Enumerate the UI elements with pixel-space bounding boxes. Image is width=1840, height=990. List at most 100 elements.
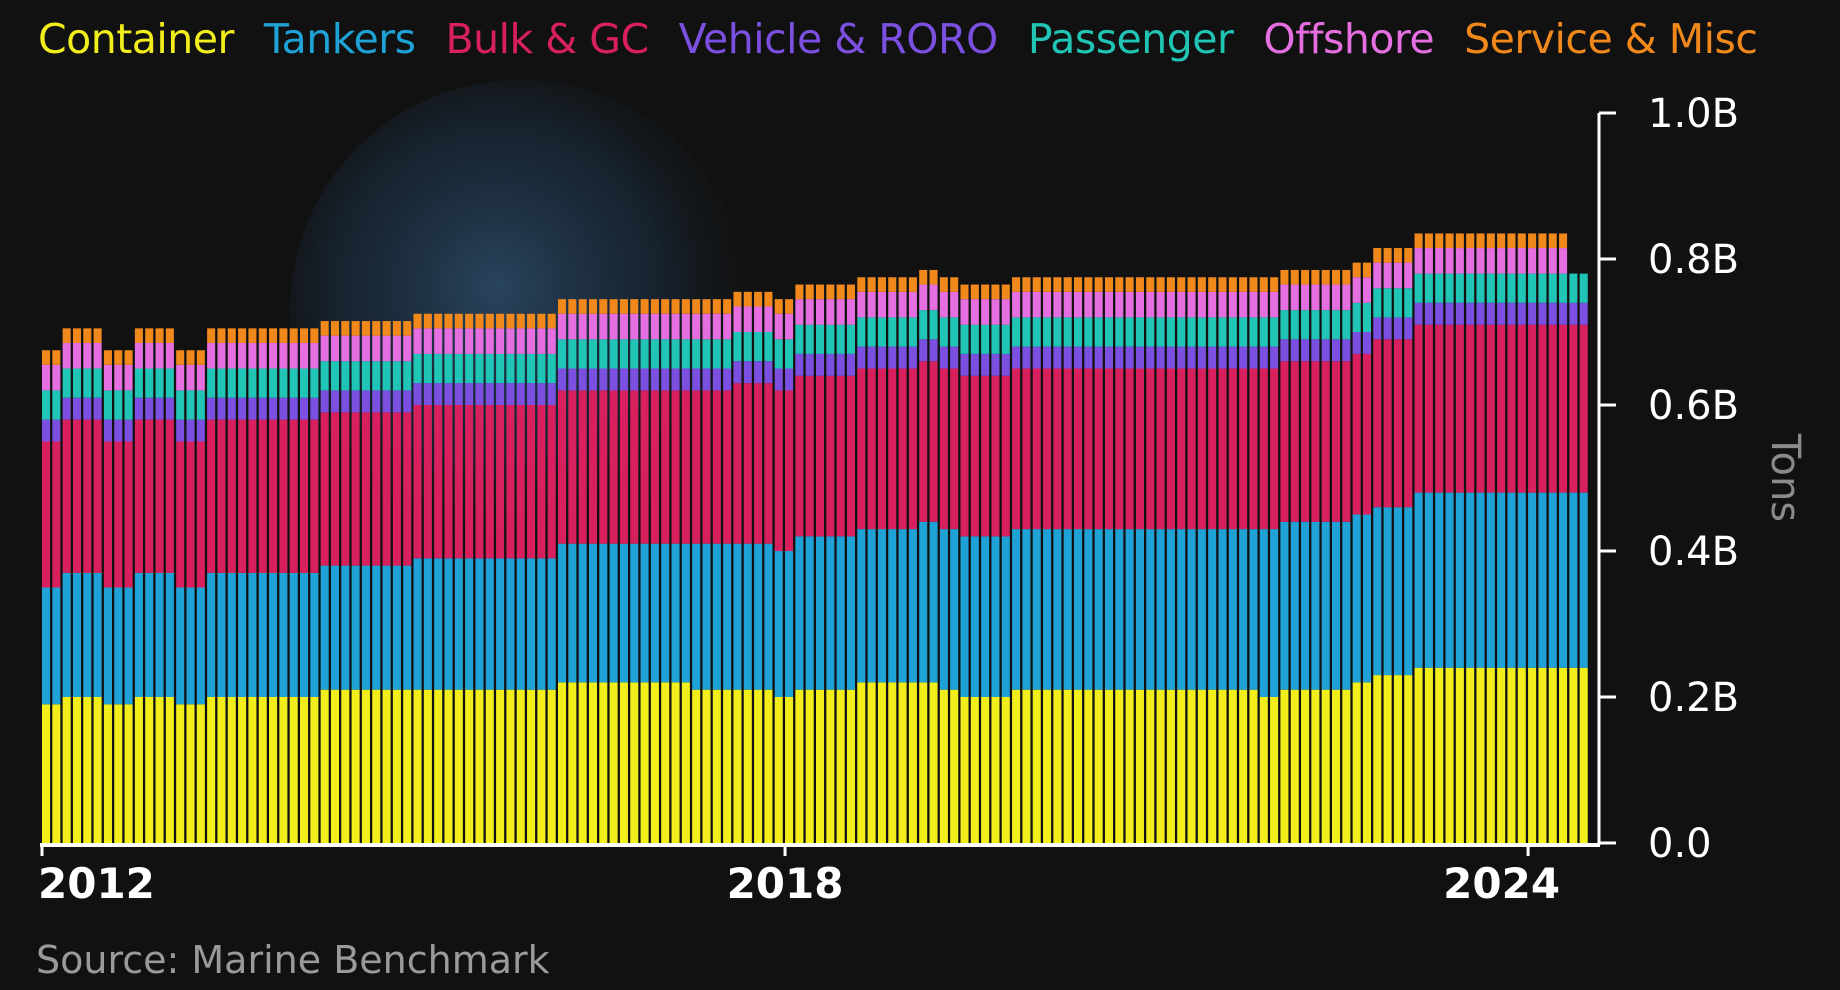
bar-segment bbox=[351, 361, 360, 391]
bar-segment bbox=[919, 682, 928, 843]
bar-segment bbox=[454, 353, 463, 384]
bar-segment bbox=[186, 587, 195, 705]
bar-segment bbox=[1094, 689, 1103, 843]
source-note: Source: Marine Benchmark bbox=[36, 938, 550, 982]
bar-segment bbox=[1063, 346, 1072, 369]
bar-segment bbox=[1393, 317, 1402, 340]
bar-segment bbox=[114, 390, 123, 420]
bar-segment bbox=[1301, 269, 1310, 285]
bar-segment bbox=[403, 689, 412, 843]
bar-segment bbox=[1259, 291, 1268, 318]
bar-segment bbox=[1559, 324, 1568, 493]
bar-segment bbox=[423, 383, 432, 405]
bar-segment bbox=[630, 390, 639, 544]
bar-segment bbox=[805, 284, 814, 300]
bar-segment bbox=[1125, 368, 1134, 530]
bar-segment bbox=[816, 689, 825, 843]
bar-segment bbox=[289, 328, 298, 343]
bar-segment bbox=[413, 689, 422, 843]
bar-segment bbox=[279, 697, 288, 843]
bar-segment bbox=[269, 342, 278, 369]
bar-segment bbox=[165, 368, 174, 398]
bar-segment bbox=[207, 342, 216, 369]
bar-segment bbox=[506, 558, 515, 690]
bar-segment bbox=[1559, 273, 1568, 303]
y-axis-label: Tons bbox=[1762, 433, 1808, 522]
bar-segment bbox=[351, 412, 360, 566]
bar-segment bbox=[692, 368, 701, 391]
bar-segment bbox=[1476, 667, 1485, 843]
bar-segment bbox=[145, 397, 154, 420]
bar-segment bbox=[155, 397, 164, 420]
bar-segment bbox=[227, 397, 236, 420]
bar-segment bbox=[485, 328, 494, 354]
bar-segment bbox=[619, 339, 628, 369]
stacked-bar-chart: 0.0 0.2B 0.4B 0.6B 0.8B 1.0B 2012 2018 2… bbox=[38, 80, 1808, 908]
bar-segment bbox=[568, 299, 577, 314]
bar-segment bbox=[434, 558, 443, 690]
bar-segment bbox=[93, 342, 102, 369]
bar-segment bbox=[361, 412, 370, 566]
bar-segment bbox=[1177, 346, 1186, 369]
bar-segment bbox=[764, 291, 773, 307]
bar-segment bbox=[702, 313, 711, 340]
bar-segment bbox=[1538, 492, 1547, 668]
bar-segment bbox=[671, 368, 680, 391]
bar-segment bbox=[1569, 324, 1578, 493]
bar-segment bbox=[382, 361, 391, 391]
bar-segment bbox=[877, 291, 886, 318]
bar-segment bbox=[588, 339, 598, 369]
bar-segment bbox=[537, 689, 546, 843]
bar-segment bbox=[939, 317, 948, 347]
bar-segment bbox=[743, 332, 752, 362]
bar-segment bbox=[908, 277, 917, 292]
bar-segment bbox=[929, 682, 938, 843]
bar-segment bbox=[1053, 291, 1062, 318]
bar-segment bbox=[176, 350, 185, 365]
bar-segment bbox=[465, 383, 474, 405]
bar-segment bbox=[320, 689, 329, 843]
bar-segment bbox=[588, 543, 598, 683]
bar-segment bbox=[836, 536, 845, 690]
bar-segment bbox=[558, 543, 567, 683]
bar-segment bbox=[196, 364, 205, 391]
bar-segment bbox=[155, 572, 164, 697]
bar-segment bbox=[516, 405, 525, 559]
bar-segment bbox=[1197, 689, 1206, 843]
bar-segment bbox=[774, 299, 783, 314]
bar-segment bbox=[485, 558, 494, 690]
bar-segment bbox=[619, 543, 628, 683]
bar-segment bbox=[320, 361, 329, 391]
bar-segment bbox=[196, 350, 205, 365]
bar-segment bbox=[599, 682, 608, 843]
bar-segment bbox=[1455, 248, 1464, 274]
bar-segment bbox=[1445, 233, 1454, 249]
bar-segment bbox=[248, 328, 257, 343]
bar-segment bbox=[527, 328, 536, 354]
bar-segment bbox=[1435, 492, 1444, 668]
bar-segment bbox=[382, 321, 391, 336]
bar-segment bbox=[1280, 521, 1289, 690]
bar-segment bbox=[1383, 248, 1392, 263]
bar-segment bbox=[114, 587, 123, 705]
bar-segment bbox=[1239, 317, 1248, 347]
bar-segment bbox=[1424, 667, 1433, 843]
bar-segment bbox=[846, 284, 856, 300]
bar-segment bbox=[1311, 284, 1320, 311]
bar-segment bbox=[1218, 317, 1227, 347]
bar-segment bbox=[1404, 262, 1413, 289]
bar-segment bbox=[1435, 248, 1444, 274]
bar-segment bbox=[300, 328, 309, 343]
bar-segment bbox=[423, 313, 432, 329]
bar-segment bbox=[52, 364, 61, 391]
bar-segment bbox=[1259, 368, 1268, 530]
bar-segment bbox=[1239, 346, 1248, 369]
bar-segment bbox=[165, 397, 174, 420]
bar-segment bbox=[1249, 689, 1258, 843]
bar-segment bbox=[124, 704, 133, 843]
bar-segment bbox=[1063, 291, 1072, 318]
bar-segment bbox=[1270, 529, 1279, 697]
bar-segment bbox=[547, 405, 556, 559]
bar-segment bbox=[981, 353, 990, 376]
